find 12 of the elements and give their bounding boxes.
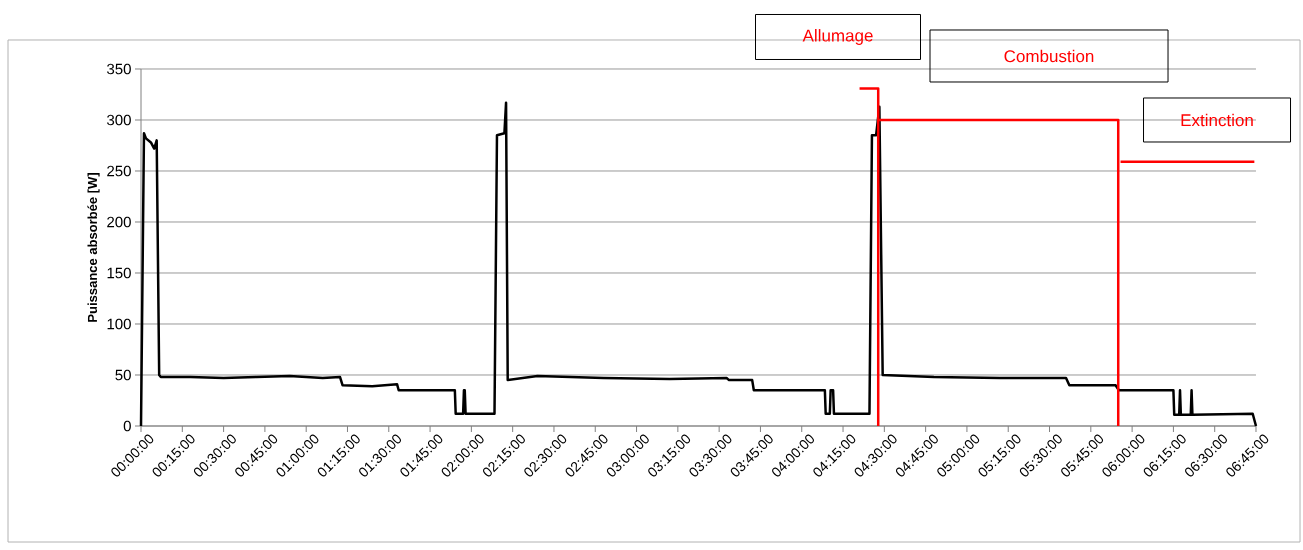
y-tick-label: 50 <box>115 369 131 381</box>
annotation: Extinction <box>1181 113 1253 127</box>
y-tick-label: 300 <box>107 114 131 126</box>
y-axis-title: Puissance absorbée [W] <box>87 173 100 322</box>
y-tick-label: 150 <box>107 267 131 279</box>
y-tick-label: 250 <box>107 165 131 177</box>
y-tick-label: 350 <box>107 63 131 75</box>
y-tick-label: 200 <box>107 216 131 228</box>
text: Combustion <box>1004 49 1094 63</box>
text: Allumage <box>802 29 873 45</box>
y-tick-label: 0 <box>123 420 131 432</box>
y-tick-label: 100 <box>107 318 131 330</box>
